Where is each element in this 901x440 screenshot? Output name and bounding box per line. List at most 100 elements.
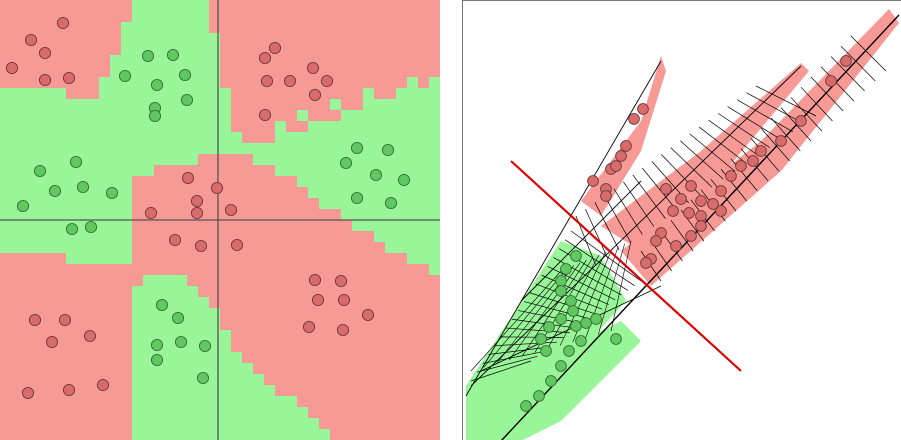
- region-cell: [77, 330, 89, 342]
- region-cell: [231, 429, 243, 440]
- region-cell: [385, 220, 397, 232]
- region-cell: [44, 55, 56, 67]
- region-cell: [121, 99, 133, 111]
- region-cell: [44, 88, 56, 100]
- region-cell: [363, 44, 375, 56]
- region-cell: [209, 308, 221, 320]
- region-cell: [374, 220, 386, 232]
- region-cell: [363, 319, 375, 331]
- region-cell: [110, 396, 122, 408]
- region-cell: [88, 154, 100, 166]
- region-cell: [154, 132, 166, 144]
- class-a-point: [62, 71, 76, 85]
- mesh-line: [523, 301, 590, 319]
- region-cell: [99, 429, 111, 440]
- class-a-point: [258, 51, 272, 65]
- region-cell: [55, 418, 67, 430]
- region-cell: [385, 176, 397, 188]
- region-cell: [385, 22, 397, 34]
- region-cell: [220, 297, 232, 309]
- region-cell: [418, 22, 430, 34]
- region-cell: [154, 286, 166, 298]
- region-cell: [99, 286, 111, 298]
- region-cell: [429, 0, 440, 12]
- region-cell: [11, 0, 23, 12]
- region-cell: [220, 88, 232, 100]
- region-cell: [429, 33, 440, 45]
- region-cell: [209, 88, 221, 100]
- region-cell: [22, 99, 34, 111]
- region-cell: [121, 11, 133, 23]
- region-cell: [121, 88, 133, 100]
- region-cell: [418, 242, 430, 254]
- class-b-point: [610, 333, 622, 345]
- region-cell: [121, 198, 133, 210]
- region-cell: [187, 429, 199, 440]
- region-cell: [99, 33, 111, 45]
- region-cell: [286, 187, 298, 199]
- region-cell: [385, 66, 397, 78]
- class-b-point: [69, 155, 83, 169]
- region-cell: [429, 286, 440, 298]
- mesh-line: [559, 251, 606, 346]
- region-cell: [363, 275, 375, 287]
- region-cell: [22, 176, 34, 188]
- region-cell: [209, 374, 221, 386]
- region-cell: [66, 165, 78, 177]
- region-cell: [44, 198, 56, 210]
- class-a-point: [707, 198, 719, 210]
- region-cell: [275, 407, 287, 419]
- region-cell: [88, 374, 100, 386]
- region-cell: [132, 253, 144, 265]
- region-cell: [374, 374, 386, 386]
- region-cell: [253, 165, 265, 177]
- region-cell: [352, 209, 364, 221]
- region-cell: [0, 99, 12, 111]
- region-cell: [11, 220, 23, 232]
- region-cell: [242, 165, 254, 177]
- region-cell: [187, 264, 199, 276]
- region-cell: [165, 165, 177, 177]
- region-cell: [33, 99, 45, 111]
- region-cell: [242, 385, 254, 397]
- class-a-point: [683, 207, 695, 219]
- region-cell: [33, 363, 45, 375]
- region-cell: [253, 308, 265, 320]
- region-cell: [286, 22, 298, 34]
- region-cell: [363, 33, 375, 45]
- region-cell: [253, 407, 265, 419]
- region-cell: [308, 253, 320, 265]
- region-cell: [209, 209, 221, 221]
- region-cell: [396, 11, 408, 23]
- region-cell: [11, 374, 23, 386]
- region-cell: [110, 77, 122, 89]
- region-cell: [66, 22, 78, 34]
- mesh-line: [679, 140, 724, 180]
- region-cell: [352, 44, 364, 56]
- region-cell: [319, 33, 331, 45]
- region-cell: [286, 154, 298, 166]
- region-cell: [418, 209, 430, 221]
- region-cell: [110, 44, 122, 56]
- region-cell: [363, 121, 375, 133]
- region-cell: [143, 253, 155, 265]
- region-cell: [209, 385, 221, 397]
- class-b-point: [350, 191, 364, 205]
- region-cell: [330, 385, 342, 397]
- region-cell: [396, 99, 408, 111]
- mesh-line: [727, 106, 782, 140]
- region-cell: [286, 385, 298, 397]
- region-cell: [44, 297, 56, 309]
- region-cell: [121, 176, 133, 188]
- region-cell: [275, 154, 287, 166]
- region-cell: [132, 187, 144, 199]
- region-cell: [187, 385, 199, 397]
- region-cell: [275, 121, 287, 133]
- region-cell: [374, 264, 386, 276]
- region-cell: [253, 363, 265, 375]
- region-cell: [220, 374, 232, 386]
- region-cell: [132, 297, 144, 309]
- region-cell: [231, 132, 243, 144]
- region-cell: [154, 264, 166, 276]
- region-cell: [242, 363, 254, 375]
